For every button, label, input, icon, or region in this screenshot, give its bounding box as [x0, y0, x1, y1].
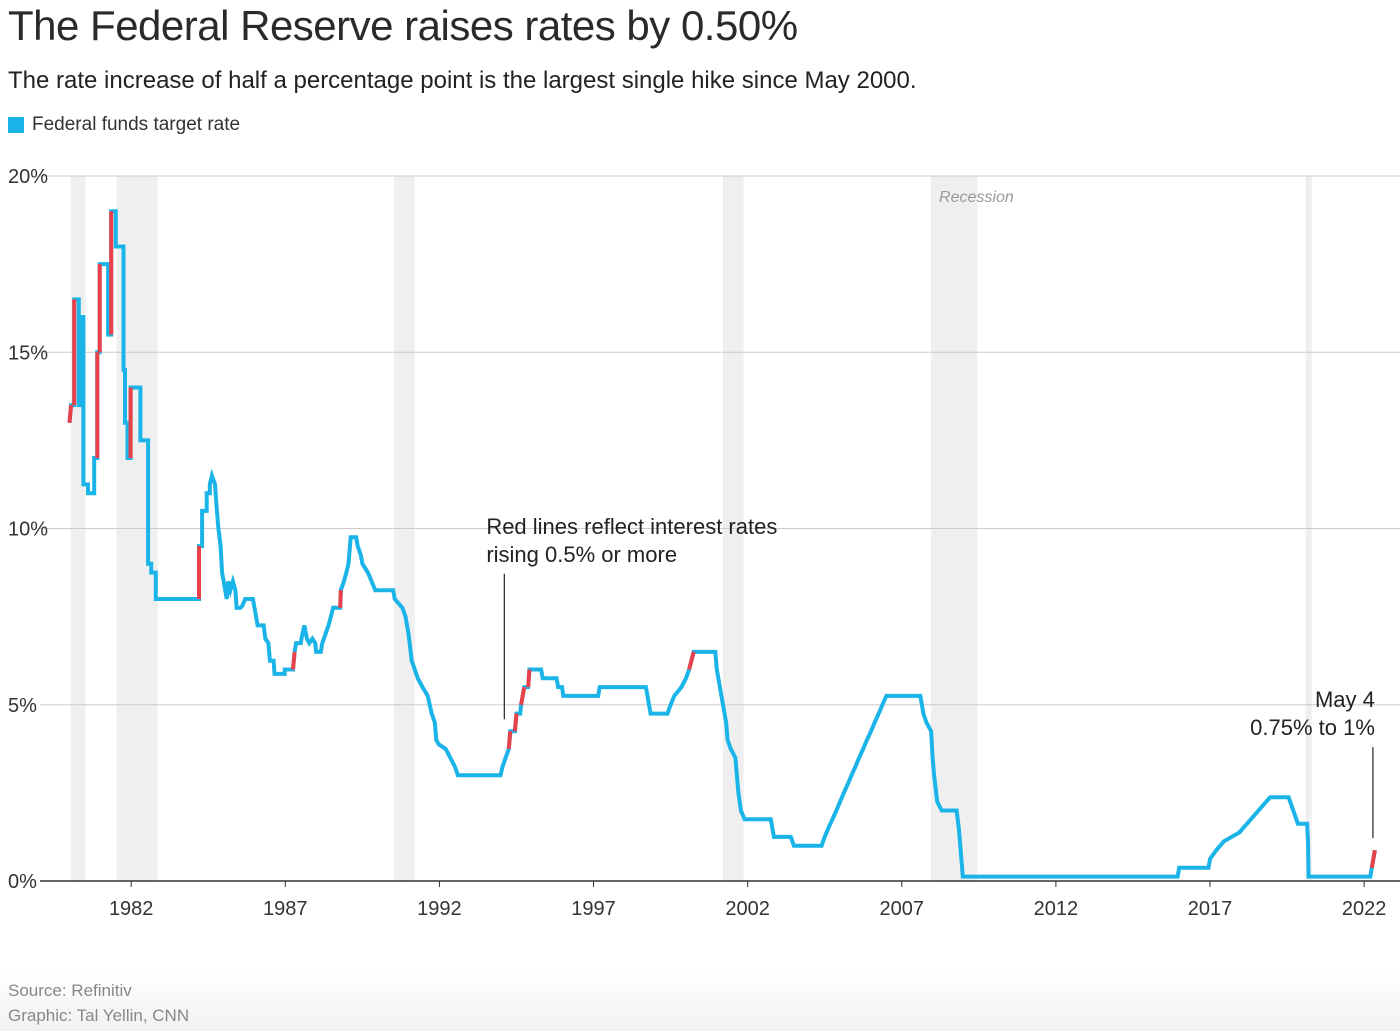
annotations: Red lines reflect interest rates rising 0…	[486, 514, 1375, 839]
series-group	[67, 209, 1377, 879]
hike-segment	[291, 651, 297, 670]
annotation-text: Red lines reflect interest rates	[486, 514, 777, 539]
x-tick-label: 2017	[1188, 898, 1233, 920]
credit-text: Graphic: Tal Yellin, CNN	[8, 1006, 190, 1025]
hike-segment	[519, 686, 527, 706]
hike-segment	[526, 669, 532, 688]
x-tick-label: 1982	[109, 898, 154, 920]
legend: Federal funds target rate	[8, 114, 240, 136]
x-tick-label: 2012	[1034, 898, 1079, 920]
x-tick-label: 1997	[571, 898, 616, 920]
x-tick-label: 1992	[417, 898, 462, 920]
y-tick-label: 20%	[8, 166, 48, 188]
legend-swatch	[8, 117, 24, 133]
footer	[0, 972, 1400, 1031]
hike-segment	[67, 404, 74, 423]
hike-segments	[67, 211, 1377, 869]
chart-subtitle: The rate increase of half a percentage p…	[8, 67, 917, 94]
x-tick-label: 1987	[263, 898, 308, 920]
rate-line	[67, 209, 1377, 879]
y-tick-label: 5%	[8, 695, 37, 717]
x-tick-label: 2007	[880, 898, 925, 920]
recession-label: Recession	[939, 189, 1014, 206]
x-tick-label: 2022	[1342, 898, 1387, 920]
x-tick-label: 2002	[725, 898, 770, 920]
gridlines	[40, 175, 1400, 882]
y-axis-ticks: 0% 5% 10% 15% 20%	[8, 166, 48, 893]
hike-segment	[512, 713, 519, 732]
chart-title: The Federal Reserve raises rates by 0.50…	[8, 2, 798, 49]
y-tick-label: 15%	[8, 342, 48, 364]
rate-chart: Recession 0% 5% 10% 15% 20% 1982 1987 1992 1997…	[8, 166, 1400, 920]
annotation-text: 0.75% to 1%	[1250, 715, 1375, 740]
y-tick-label: 10%	[8, 519, 48, 541]
source-text: Source: Refinitiv	[8, 981, 132, 1000]
annotation-text: rising 0.5% or more	[486, 542, 677, 567]
hike-segment	[338, 590, 343, 608]
x-axis-ticks: 1982 1987 1992 1997 2002 2007 2012 2017 2022	[109, 881, 1386, 920]
y-tick-label: 0%	[8, 871, 37, 893]
hike-segment	[687, 651, 696, 671]
hike-segment	[506, 731, 513, 749]
legend-label: Federal funds target rate	[32, 114, 241, 135]
hike-segment	[1369, 849, 1377, 869]
annotation-text: May 4	[1315, 687, 1375, 712]
